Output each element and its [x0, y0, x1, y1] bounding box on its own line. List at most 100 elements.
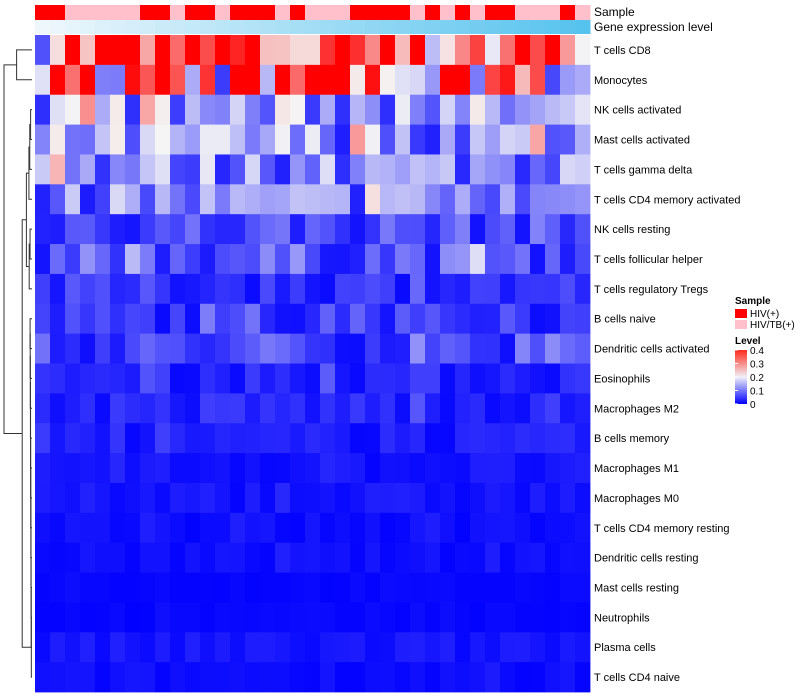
- gene-expression-cell: [395, 20, 411, 34]
- heatmap-cell: [260, 423, 276, 454]
- heatmap-cell: [545, 482, 561, 514]
- heatmap-cell: [125, 572, 141, 603]
- heatmap-cell: [425, 423, 441, 454]
- legend-label-hiv: HIV(+): [750, 309, 779, 320]
- heatmap-cell: [335, 453, 351, 484]
- heatmap-cell: [275, 542, 291, 573]
- heatmap-cell: [410, 363, 426, 394]
- heatmap-cell: [275, 244, 291, 275]
- heatmap-cell: [275, 512, 291, 544]
- heatmap-cell: [305, 602, 321, 633]
- heatmap-cell: [380, 333, 396, 364]
- heatmap-cell: [440, 154, 456, 185]
- heatmap-cell: [110, 423, 126, 454]
- heatmap-cell: [560, 393, 576, 424]
- heatmap-cell: [125, 184, 141, 215]
- heatmap-cell: [80, 244, 96, 275]
- heatmap-cell: [365, 602, 381, 633]
- heatmap-cell: [320, 64, 336, 96]
- heatmap-cell: [65, 632, 81, 663]
- heatmap-cell: [560, 333, 576, 364]
- heatmap-cell: [65, 94, 81, 125]
- sample-annotation-cell: [305, 5, 321, 20]
- heatmap-cell: [50, 154, 66, 185]
- heatmap-cell: [65, 453, 81, 484]
- heatmap-cell: [290, 512, 306, 544]
- heatmap-cell: [470, 512, 486, 544]
- heatmap-cell: [380, 662, 396, 693]
- heatmap-cell: [215, 273, 231, 305]
- heatmap-cell: [260, 512, 276, 544]
- heatmap-cell: [470, 363, 486, 394]
- heatmap-cell: [95, 154, 111, 185]
- heatmap-cell: [500, 393, 516, 424]
- heatmap-cell: [305, 64, 321, 96]
- heatmap-cell: [110, 602, 126, 633]
- heatmap-cell: [290, 453, 306, 484]
- heatmap-cell: [335, 393, 351, 424]
- heatmap-cell: [410, 214, 426, 245]
- heatmap-cell: [410, 572, 426, 603]
- heatmap-cell: [575, 482, 591, 514]
- heatmap-cell: [335, 214, 351, 245]
- heatmap-cell: [290, 363, 306, 394]
- heatmap-cell: [485, 542, 501, 573]
- heatmap-cell: [170, 453, 186, 484]
- heatmap-cell: [95, 393, 111, 424]
- sample-annotation-cell: [230, 5, 246, 20]
- heatmap-cell: [245, 542, 261, 573]
- heatmap-cell: [500, 482, 516, 514]
- heatmap-cell: [110, 124, 126, 155]
- heatmap-cell: [290, 94, 306, 125]
- heatmap-cell: [35, 333, 51, 364]
- heatmap-cell: [530, 482, 546, 514]
- heatmap-cell: [380, 124, 396, 155]
- heatmap-cell: [200, 214, 216, 245]
- heatmap-cell: [440, 214, 456, 245]
- heatmap-cell: [65, 363, 81, 394]
- heatmap-cell: [50, 662, 66, 693]
- heatmap-cell: [110, 35, 126, 66]
- heatmap-cell: [170, 94, 186, 125]
- gene-expression-cell: [335, 20, 351, 34]
- legend-tick-label: 0.4: [750, 346, 764, 357]
- heatmap-cell: [320, 124, 336, 155]
- heatmap-cell: [455, 632, 471, 663]
- heatmap-cell: [35, 244, 51, 275]
- heatmap-cell: [320, 632, 336, 663]
- heatmap-cell: [50, 303, 66, 335]
- dendrogram-branch: [28, 243, 32, 290]
- heatmap-cell: [125, 124, 141, 155]
- heatmap-cell: [470, 94, 486, 125]
- sample-annotation-cell: [95, 5, 111, 20]
- heatmap-cell: [200, 423, 216, 454]
- row-label: NK cells activated: [594, 105, 681, 117]
- heatmap-cell: [275, 453, 291, 484]
- heatmap-cell: [395, 482, 411, 514]
- heatmap-cell: [365, 363, 381, 394]
- heatmap-cell: [65, 333, 81, 364]
- row-label: T cells CD4 naive: [594, 672, 680, 684]
- heatmap-cell: [110, 154, 126, 185]
- heatmap-cell: [140, 572, 156, 603]
- heatmap-cell: [350, 482, 366, 514]
- row-labels: T cells CD8 Monocytes NK cells activated Ma…: [594, 45, 741, 684]
- heatmap-cell: [350, 393, 366, 424]
- heatmap-cell: [50, 482, 66, 514]
- gene-expression-cell: [260, 20, 276, 34]
- sample-annotation-cell: [500, 5, 516, 20]
- gene-expression-cell: [350, 20, 366, 34]
- gene-expression-cell: [305, 20, 321, 34]
- heatmap-cell: [230, 632, 246, 663]
- heatmap-cell: [95, 482, 111, 514]
- heatmap-cell: [500, 662, 516, 693]
- heatmap-cell: [275, 35, 291, 66]
- heatmap-cell: [470, 333, 486, 364]
- heatmap-cell: [200, 453, 216, 484]
- heatmap-cell: [365, 64, 381, 96]
- heatmap-cell: [185, 363, 201, 394]
- heatmap-cell: [500, 214, 516, 245]
- sample-annotation-cell: [155, 5, 171, 20]
- sample-annotation-cell: [125, 5, 141, 20]
